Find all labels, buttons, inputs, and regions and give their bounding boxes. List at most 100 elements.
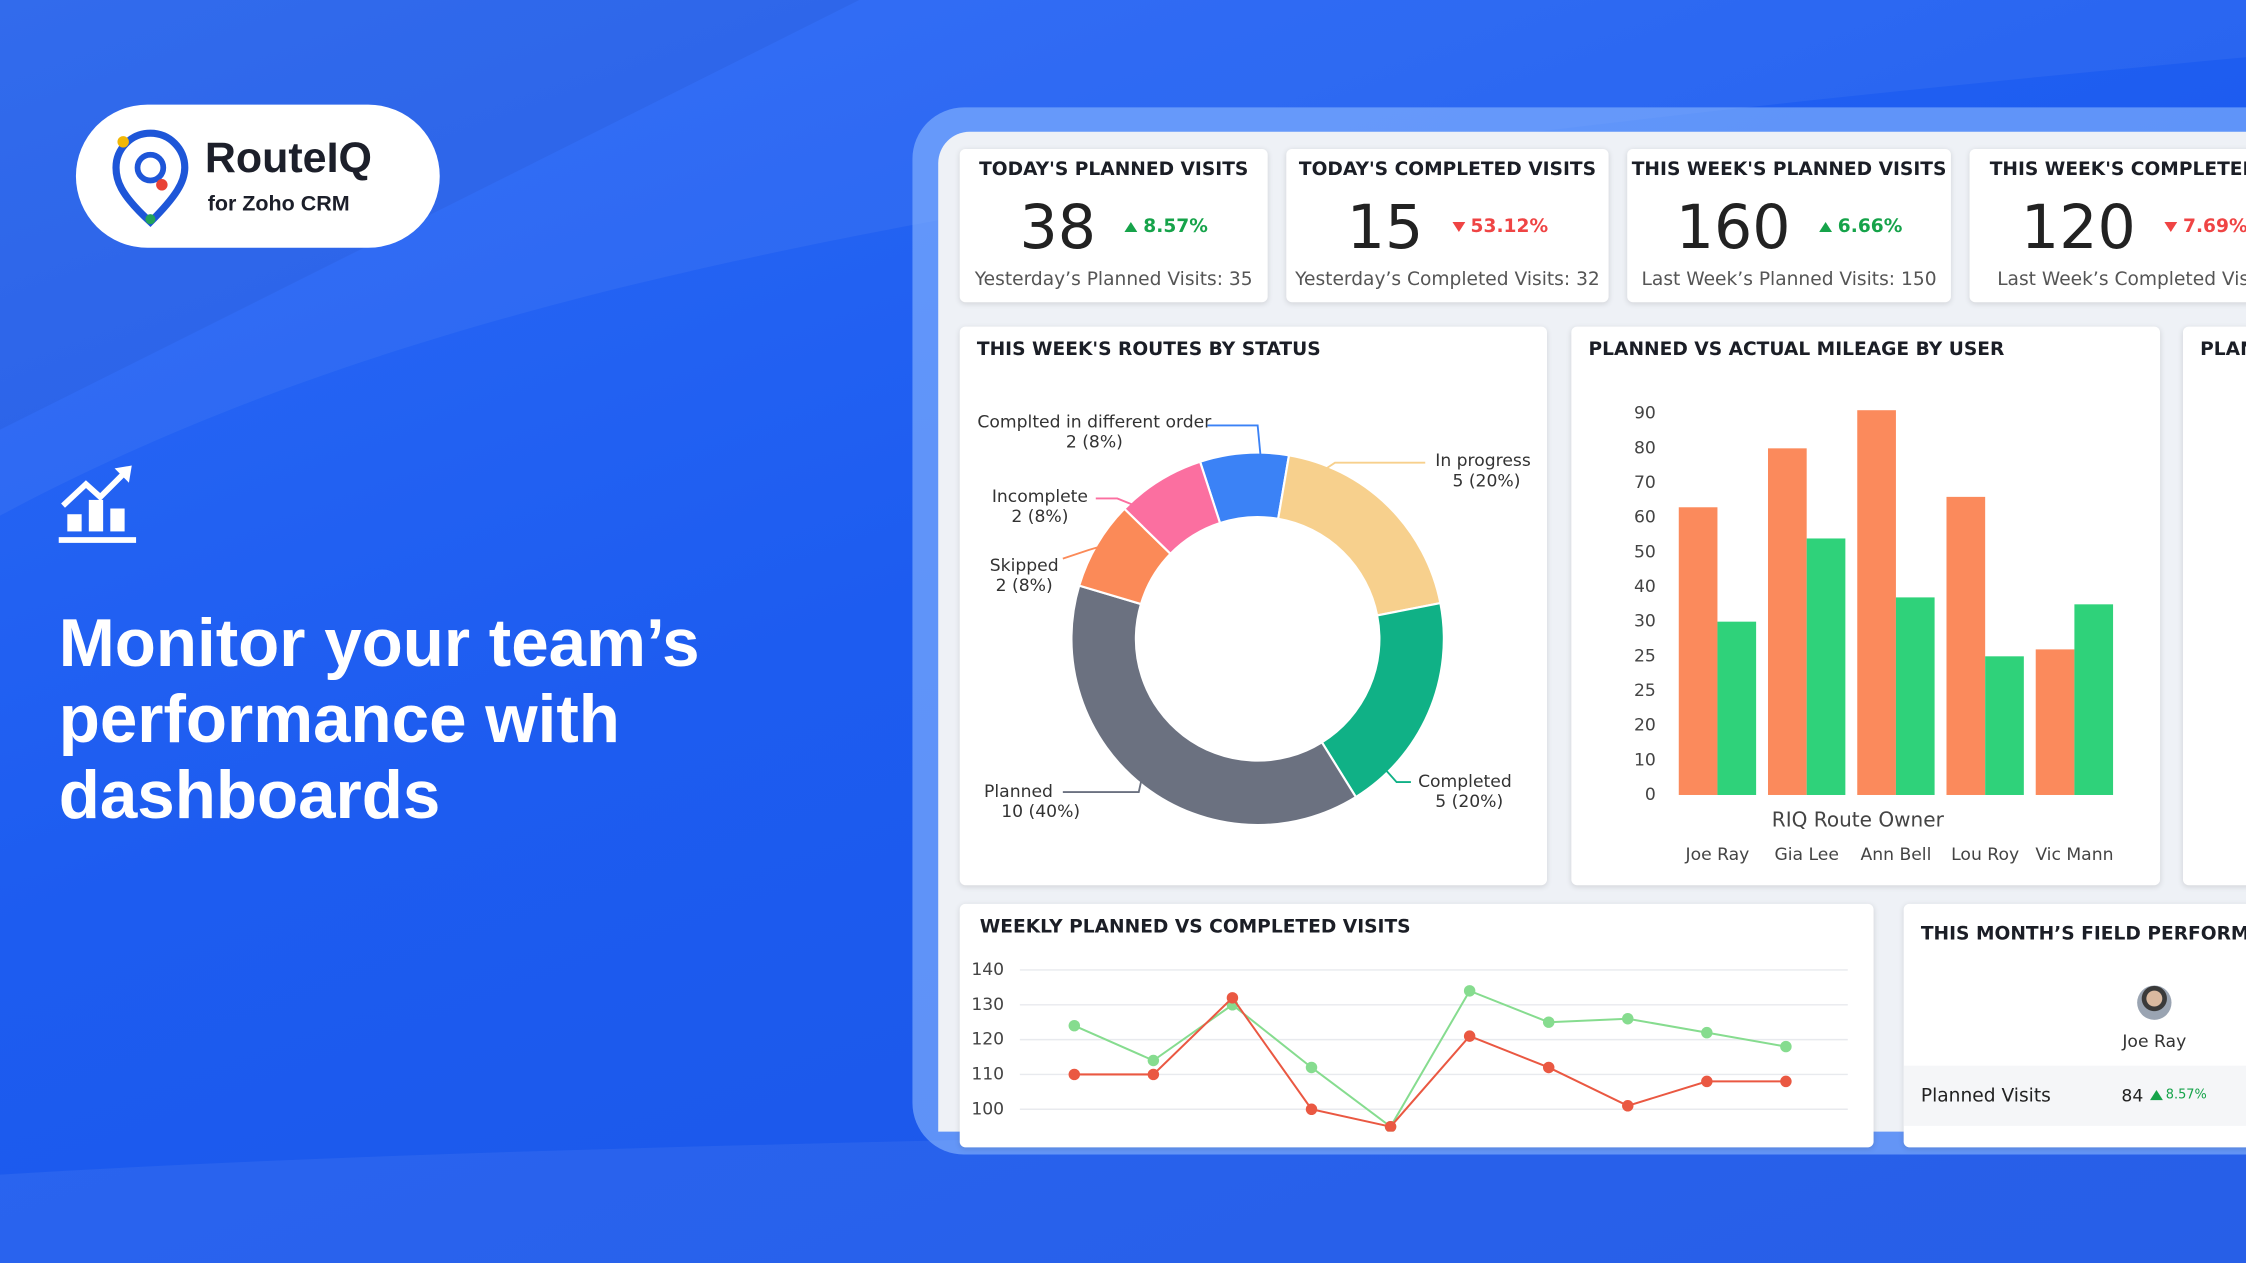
kpi-row: 15 53.12% [1286, 192, 1608, 262]
slice-label: Incomplete [992, 487, 1088, 507]
data-point [1226, 992, 1239, 1004]
card-title: THIS WEEK'S ROUTES BY STATUS [976, 339, 1321, 361]
bar [1985, 656, 2024, 795]
donut-segment [1320, 601, 1445, 799]
kpi-change: 53.12% [1451, 216, 1548, 238]
series-line [1074, 996, 1786, 1128]
leader-line [1325, 461, 1426, 470]
y-tick-label: 30 [1634, 612, 1656, 632]
logo-icon [112, 129, 189, 227]
data-point [1622, 1012, 1634, 1025]
slice-value-label: 2 (8%) [1066, 433, 1123, 453]
data-point [1384, 1120, 1397, 1132]
bar [1768, 448, 1807, 795]
kpi-card: THIS WEEK'S COMPLETED V 120 7.69% Last Week… [1969, 148, 2246, 303]
data-point [1780, 1040, 1792, 1053]
kpi-row: 160 6.66% [1627, 192, 1951, 262]
kpi-card: TODAY'S PLANNED VISITS 38 8.57% Yesterday’s… [959, 148, 1268, 303]
kpi-title: THIS WEEK'S PLANNED VISITS [1631, 158, 1947, 181]
kpi-footnote: Yesterday’s Planned Visits: 35 [974, 269, 1253, 291]
trend-arrow [2150, 1090, 2163, 1101]
trend-arrow [2164, 221, 2178, 232]
kpi-change-text: 8.57% [1143, 216, 1208, 238]
slice-value-label: 2 (8%) [996, 576, 1053, 596]
kpi-card: THIS WEEK'S PLANNED VISITS 160 6.66% Last W… [1627, 148, 1951, 303]
kpi-value: 160 [1675, 191, 1791, 263]
leader-line [1062, 779, 1143, 794]
kpi-title: TODAY'S PLANNED VISITS [979, 158, 1249, 181]
x-tick-label: Ann Bell [1860, 845, 1931, 865]
card-title: PLANNED VS ACTUAL MILEAGE BY USER [1588, 339, 2005, 361]
leader-line [1062, 544, 1104, 560]
logo-pill [75, 104, 440, 248]
leader-line [1207, 424, 1262, 456]
row-value: 84 [2121, 1085, 2144, 1106]
row-change: 8.57% [2150, 1089, 2207, 1103]
leader-line [1384, 768, 1411, 784]
kpi-value: 15 [1346, 191, 1424, 263]
row-label: Planned Visits [1920, 1085, 2051, 1108]
x-tick-label: Vic Mann [2035, 845, 2113, 865]
kpi-row: 120 7.69% [1970, 192, 2246, 262]
y-tick-label: 100 [971, 1099, 1004, 1119]
slice-label: In progress [1435, 451, 1531, 471]
y-tick-label: 60 [1634, 508, 1656, 528]
kpi-title: THIS WEEK'S COMPLETED V [1989, 158, 2246, 181]
y-tick-label: 25 [1634, 681, 1656, 701]
y-tick-label: 140 [971, 960, 1004, 980]
data-point [1147, 1068, 1160, 1081]
kpi-card: TODAY'S COMPLETED VISITS 15 53.12% Yesterda… [1286, 148, 1609, 303]
kpi-value: 38 [1019, 191, 1097, 263]
card-title: THIS MONTH’S FIELD PERFORMAN [1920, 923, 2246, 946]
kpi-title: TODAY'S COMPLETED VISITS [1298, 158, 1597, 181]
y-tick-label: 90 [1634, 404, 1656, 424]
brand-name: RouteIQ [204, 134, 372, 182]
kpi-change: 7.69% [2164, 216, 2246, 238]
y-tick-label: 20 [1634, 716, 1656, 736]
kpi-change: 6.66% [1819, 216, 1902, 238]
slice-value-label: 10 (40%) [1001, 802, 1080, 822]
y-tick-label: 10 [1634, 750, 1656, 770]
slice-label: Completed [1418, 772, 1512, 792]
x-tick-label: Gia Lee [1774, 845, 1838, 865]
x-axis-label: RIQ Route Owner [1772, 807, 1945, 831]
card-title: WEEKLY PLANNED VS COMPLETED VISITS [979, 916, 1411, 939]
bar [1678, 507, 1718, 795]
x-tick-label: Joe Ray [1685, 845, 1750, 865]
kpi-change: 8.57% [1124, 216, 1208, 238]
slice-label: Planned [984, 782, 1053, 802]
partial-card: PLAN [2182, 326, 2246, 886]
avatar [2137, 985, 2172, 1020]
card-title: PLAN [2200, 339, 2246, 361]
data-point [1068, 1019, 1081, 1032]
kpi-change-text: 7.69% [2183, 216, 2246, 238]
data-point [1463, 985, 1476, 997]
field-row: Planned Visits 84 8.57% [1903, 1065, 2246, 1126]
bar [1857, 410, 1896, 795]
kpi-value: 120 [2020, 191, 2136, 263]
data-point [1147, 1054, 1160, 1067]
y-tick-label: 130 [971, 995, 1004, 1015]
bar [1946, 496, 1986, 795]
bar [1717, 621, 1757, 795]
data-point [1542, 1016, 1555, 1028]
data-point [1305, 1061, 1318, 1074]
bar [1895, 597, 1935, 795]
field-card: THIS MONTH’S FIELD PERFORMAN Joe Ray Plann… [1903, 903, 2246, 1148]
series-line [1073, 989, 1787, 1129]
y-tick-label: 120 [971, 1030, 1004, 1050]
slice-value-label: 2 (8%) [1011, 507, 1068, 527]
y-tick-label: 25 [1634, 646, 1656, 666]
kpi-footnote: Yesterday’s Completed Visits: 32 [1295, 269, 1600, 291]
y-tick-label: 40 [1634, 577, 1656, 597]
kpi-footnote: Last Week’s Completed Visits [1997, 269, 2246, 291]
y-tick-label: 80 [1634, 438, 1656, 458]
slice-value-label: 5 (20%) [1452, 471, 1520, 491]
bar [1806, 538, 1846, 795]
data-point [1542, 1061, 1555, 1074]
slice-label: Skipped [990, 556, 1059, 576]
line-card: WEEKLY PLANNED VS COMPLETED VISITS [959, 903, 1874, 1148]
trend-arrow [1451, 221, 1465, 232]
